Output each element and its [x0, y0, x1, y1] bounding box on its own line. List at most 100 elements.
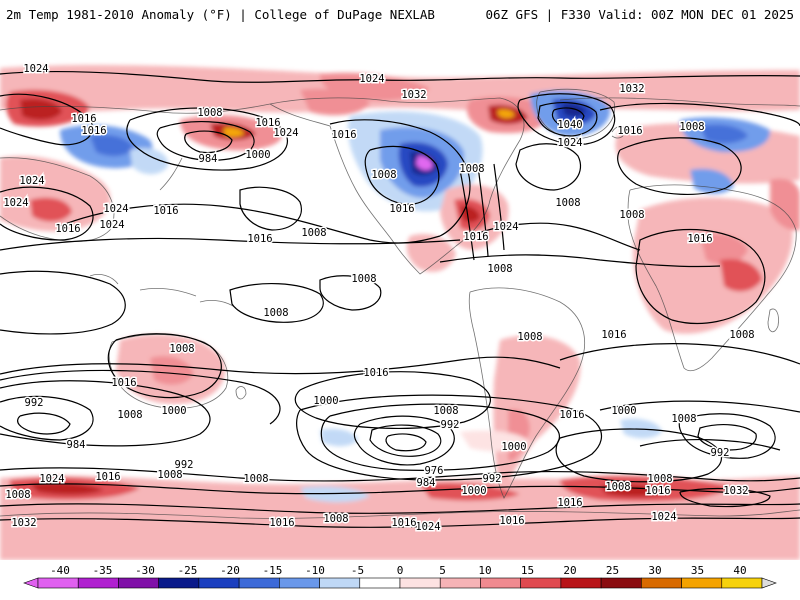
isobar-label-1024: 1024 — [415, 521, 440, 533]
isobar-so-992-west — [0, 395, 94, 441]
isobar-siberia-1016 — [0, 93, 94, 146]
colorbar-swatch — [560, 577, 602, 589]
isobar-label-984: 984 — [417, 477, 436, 489]
coast-antarctica — [0, 509, 800, 519]
colorbar-swatch — [721, 577, 763, 589]
isobar-label-992: 992 — [483, 473, 502, 485]
isobar-so-992-east — [639, 439, 781, 451]
isobar-label-1008: 1008 — [487, 263, 512, 275]
isobar-greenland-high-c — [551, 107, 585, 128]
isobar-label-1016: 1016 — [391, 517, 416, 529]
colorbar-swatch — [198, 577, 240, 589]
isobar-aleutian-mid — [156, 121, 255, 161]
isobar-spac-high — [294, 371, 491, 429]
isobar-europe-1008 — [617, 137, 742, 195]
isobar-label-1016: 1016 — [331, 129, 356, 141]
isobars — [0, 70, 800, 528]
colorbar-min-arrow — [23, 577, 39, 589]
colorbar-tick-label: 0 — [397, 564, 404, 577]
colorbar-tick-label: 35 — [691, 564, 704, 577]
colorbar-swatch — [681, 577, 723, 589]
isobar-label-1016: 1016 — [55, 223, 80, 235]
isobar-north-1024 — [0, 70, 800, 83]
isobar-label-1008: 1008 — [605, 481, 630, 493]
isobar-label-1008: 1008 — [729, 329, 754, 341]
isobar-label-1024: 1024 — [19, 175, 44, 187]
isobar-label-1008: 1008 — [679, 121, 704, 133]
colorbar-tick-label: -35 — [93, 564, 113, 577]
colorbar-swatch — [520, 577, 562, 589]
isobar-label-1008: 1008 — [647, 473, 672, 485]
ne-canada-hot — [498, 109, 515, 119]
isobar-ant-1008 — [0, 467, 800, 482]
isobar-ant-1032 — [0, 517, 800, 528]
canada-cold-purple — [416, 156, 433, 171]
colorbar-swatch — [641, 577, 682, 589]
coast-greenland — [536, 88, 616, 139]
isobar-so-low-pac — [353, 415, 455, 466]
isobar-label-1008: 1008 — [371, 169, 396, 181]
colorbar-swatch — [600, 577, 642, 589]
colorbar-tick-label: -15 — [263, 564, 283, 577]
africa-warm-core-b — [720, 258, 762, 292]
map-title: 2m Temp 1981-2010 Anomaly (°F) | College… — [6, 7, 435, 22]
isobar-label-1016: 1016 — [71, 113, 96, 125]
isobar-label-1016: 1016 — [559, 409, 584, 421]
isobar-europe-1016 — [599, 102, 800, 127]
isobar-label-1016: 1016 — [269, 517, 294, 529]
coast-uk — [611, 126, 627, 139]
isobar-label-1016: 1016 — [499, 515, 524, 527]
arabia-warm — [770, 178, 800, 231]
isobar-greenland-high-b — [537, 102, 598, 137]
siberia-warm-deep — [20, 98, 62, 121]
isobar-atl-1016 — [439, 254, 721, 268]
isobar-label-1000: 1000 — [245, 149, 270, 161]
isobar-label-1024: 1024 — [359, 73, 384, 85]
colorbar-swatch — [158, 577, 200, 589]
isobar-label-1016: 1016 — [95, 471, 120, 483]
isobar-label-1024: 1024 — [103, 203, 128, 215]
colorbar-tick-label: 15 — [521, 564, 534, 577]
isobar-label-1008: 1008 — [555, 197, 580, 209]
colorbar-tick-label: -20 — [220, 564, 240, 577]
colorbar-swatch — [399, 577, 441, 589]
isobar-label-1024: 1024 — [273, 127, 298, 139]
isobar-label-992: 992 — [175, 459, 194, 471]
colorbar-tick-label: 30 — [648, 564, 661, 577]
colorbar-tick-label: 10 — [478, 564, 491, 577]
isobar-label-1032: 1032 — [11, 517, 36, 529]
alaska-warm — [300, 88, 370, 116]
isobar-label-1024: 1024 — [493, 221, 518, 233]
isobar-label-1016: 1016 — [645, 485, 670, 497]
isobar-spac-1016 — [0, 356, 561, 375]
isobar-label-1000: 1000 — [611, 405, 636, 417]
isobar-label-1000: 1000 — [461, 485, 486, 497]
colorbar: -40 -35 -30 -25 -20 -15 -10 -5 0 5 10 15 20 25 30 35 40 — [23, 564, 777, 589]
isobar-label-1008: 1008 — [197, 107, 222, 119]
bering-hot-spot — [224, 127, 244, 137]
isobar-label-1024: 1024 — [39, 473, 64, 485]
isobar-label-1008: 1008 — [169, 343, 194, 355]
isobar-label-1016: 1016 — [463, 231, 488, 243]
asia-cold-core — [90, 134, 134, 157]
isobar-so-1000-a — [0, 380, 211, 447]
colorbar-tick-label: 5 — [439, 564, 446, 577]
isobar-asia-1024 — [0, 186, 94, 241]
isobar-label-1024: 1024 — [99, 219, 124, 231]
colorbar-swatch — [439, 577, 481, 589]
so-cold-atl-a — [620, 418, 662, 439]
colorbar-swatch — [480, 577, 521, 589]
isobar-label-1008: 1008 — [619, 209, 644, 221]
isobar-label-1016: 1016 — [111, 377, 136, 389]
colorbar-tick-labels: -40 -35 -30 -25 -20 -15 -10 -5 0 5 10 15 20 25 30 35 40 — [50, 564, 747, 577]
isobar-so-1008-a — [0, 369, 281, 425]
isobar-so-1000-mid — [296, 394, 603, 481]
isobar-label-984: 984 — [199, 153, 218, 165]
isobar-greenland-high-a — [517, 93, 616, 145]
isobar-canada-1016 — [329, 119, 471, 237]
isobar-label-1008: 1008 — [5, 489, 30, 501]
isobar-label-1032: 1032 — [723, 485, 748, 497]
colorbar-tick-label: 40 — [733, 564, 746, 577]
